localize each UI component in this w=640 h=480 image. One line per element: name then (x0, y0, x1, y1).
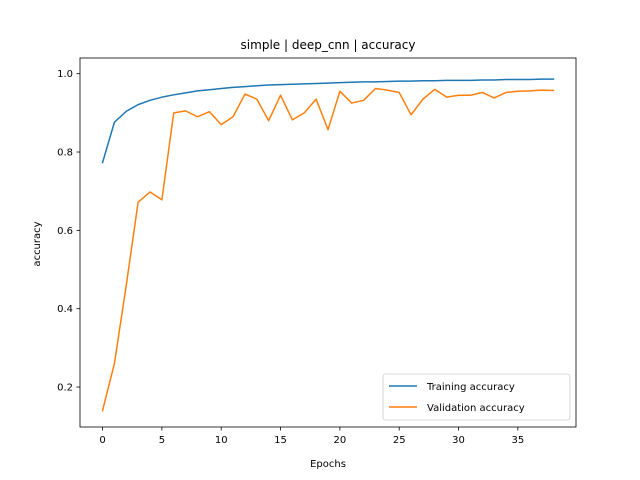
x-tick-label: 35 (511, 435, 524, 446)
y-tick-label: 0.4 (57, 304, 73, 315)
y-axis-label: accuracy (32, 221, 43, 266)
x-tick-label: 15 (274, 435, 287, 446)
series-line-validation-accuracy (101, 87, 555, 412)
y-tick-label: 0.2 (57, 383, 73, 394)
x-tick-label: 10 (215, 435, 228, 446)
x-tick-label: 20 (333, 435, 346, 446)
legend-label-training-accuracy: Training accuracy (426, 382, 515, 393)
y-tick-label: 1.0 (57, 69, 73, 80)
legend: Training accuracy Validation accuracy (382, 373, 571, 421)
x-tick-label: 30 (452, 435, 465, 446)
x-tick-label: 5 (159, 435, 165, 446)
chart-title: simple | deep_cnn | accuracy (241, 38, 416, 52)
x-axis-label: Epochs (310, 459, 346, 470)
y-tick-label: 0.8 (57, 148, 73, 159)
y-tick-label: 0.6 (57, 226, 73, 237)
series-line-training-accuracy (101, 78, 555, 164)
plot-area: 0 5 10 15 20 25 30 35 0.2 0.4 0.6 0.8 1.0 (57, 57, 577, 446)
axes-frame (79, 57, 577, 428)
legend-box (382, 373, 571, 421)
x-tick-label: 25 (393, 435, 406, 446)
x-tick-label: 0 (99, 435, 105, 446)
legend-label-validation-accuracy: Validation accuracy (427, 403, 525, 414)
